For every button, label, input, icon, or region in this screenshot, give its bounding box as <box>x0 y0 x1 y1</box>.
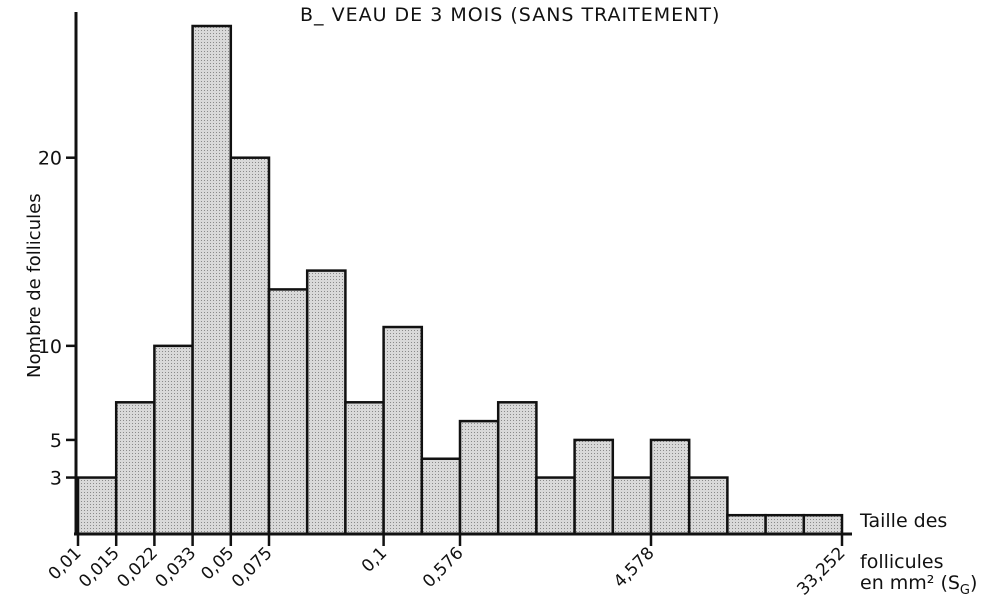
x-tick-label-2: 0,022 <box>113 543 162 592</box>
bar-7 <box>344 401 385 536</box>
bar-3 <box>191 24 233 536</box>
x-tick-label-8: 0,1 <box>358 543 391 576</box>
bar-17 <box>726 513 767 536</box>
bar-12 <box>535 476 576 536</box>
bar-13 <box>573 438 615 536</box>
bar-18 <box>764 513 806 536</box>
y-tick-label-20: 20 <box>38 148 62 170</box>
bar-2 <box>153 344 194 536</box>
x-axis-label-sub: G <box>959 582 970 598</box>
bar-16 <box>687 476 729 536</box>
y-tick-label-10: 10 <box>38 336 62 358</box>
y-axis-label: Nombre de follicules <box>24 193 45 378</box>
bar-1 <box>114 401 156 536</box>
bar-14 <box>611 476 653 536</box>
bar-0 <box>76 476 118 536</box>
bar-11 <box>496 401 538 536</box>
x-tick-label-1: 0,015 <box>75 543 124 592</box>
x-tick-label-20: 33,252 <box>793 543 849 597</box>
y-tick-label-3: 3 <box>50 468 62 490</box>
x-tick-label-15: 4,578 <box>610 543 659 592</box>
y-tick-label-5: 5 <box>50 430 62 452</box>
bar-4 <box>229 156 271 536</box>
x-tick-label-10: 0,576 <box>419 543 468 592</box>
x-axis-label-unit: en mm² (S <box>860 572 960 594</box>
x-axis-label-close: ) <box>970 572 978 594</box>
chart-title: B_ VEAU DE 3 MOIS (SANS TRAITEMENT) <box>300 4 721 26</box>
bar-5 <box>267 288 309 536</box>
y-ticks-group: 3 5 10 20 <box>38 148 76 490</box>
x-tick-label-3: 0,033 <box>152 543 201 592</box>
bar-10 <box>458 419 500 536</box>
bar-9 <box>420 457 462 536</box>
bar-8 <box>382 325 424 536</box>
x-tick-label-5: 0,075 <box>228 543 277 592</box>
bars-group <box>76 24 844 536</box>
x-axis-label-line1: Taille des <box>860 510 948 532</box>
x-axis-label-line2: follicules en mm² (SG) <box>860 552 977 601</box>
bar-6 <box>305 269 347 536</box>
bar-15 <box>649 438 691 536</box>
x-axis-label-follicules: follicules <box>860 551 944 573</box>
bar-19 <box>802 513 844 536</box>
